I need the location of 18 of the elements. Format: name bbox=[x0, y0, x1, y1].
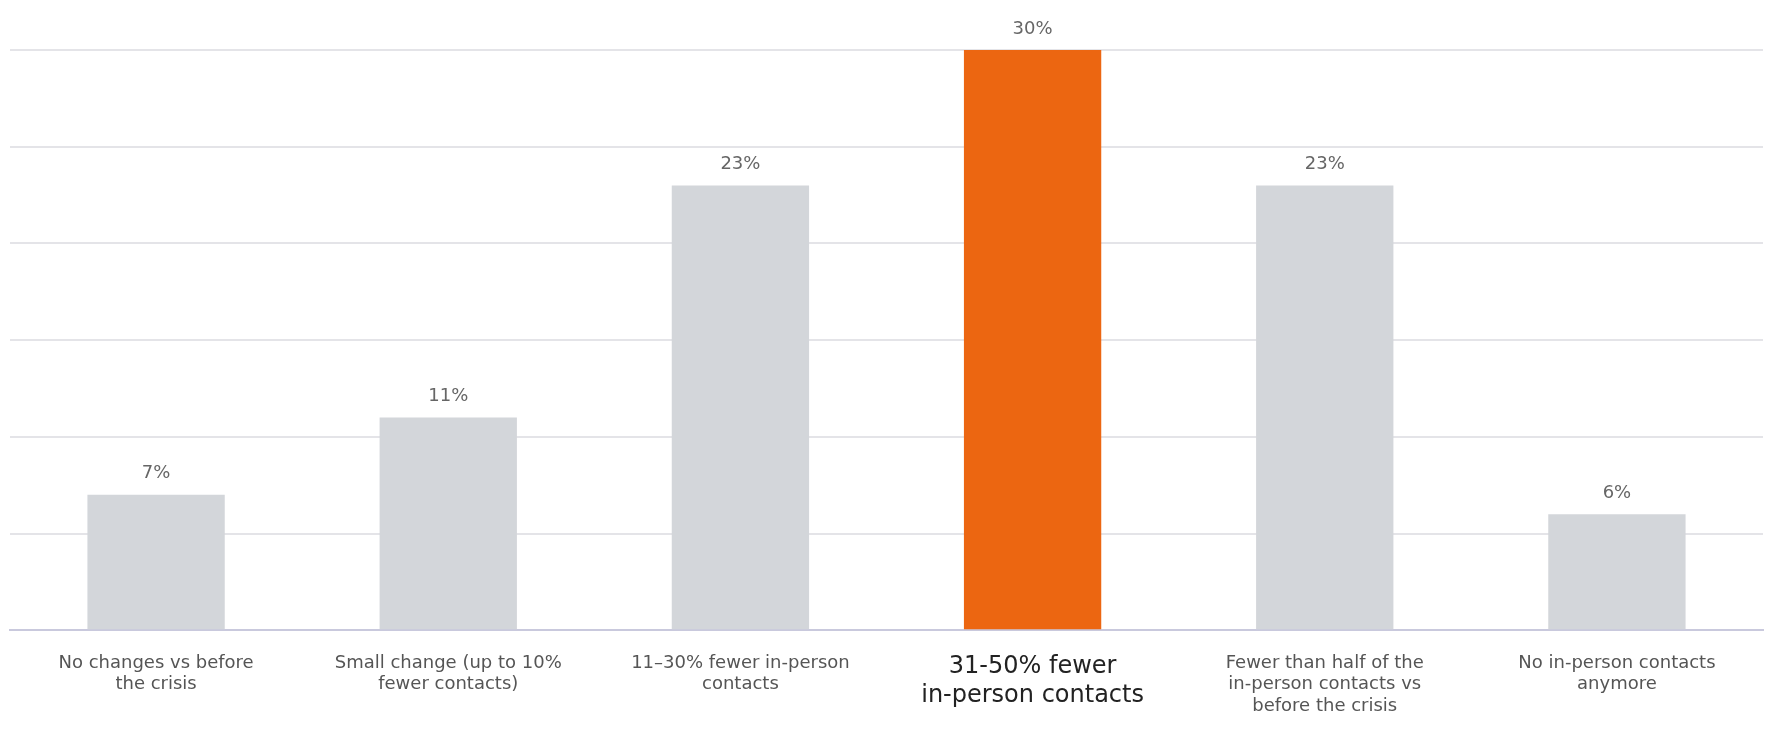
x-tick-label: No changes vs before the crisis bbox=[58, 650, 254, 694]
x-tick-label: Small change (up to 10% fewer contacts) bbox=[334, 650, 562, 694]
data-label: 7% bbox=[141, 461, 171, 483]
bar bbox=[1548, 514, 1686, 630]
x-tick-label: 11–30% fewer in-person contacts bbox=[631, 650, 850, 694]
data-label: 23% bbox=[1304, 152, 1345, 174]
x-tick-label: 31-50% fewer in-person contacts bbox=[921, 650, 1144, 708]
bar bbox=[1256, 185, 1394, 630]
data-label: 6% bbox=[1602, 480, 1632, 502]
data-label: 11% bbox=[428, 384, 469, 406]
bar bbox=[963, 50, 1102, 630]
bar bbox=[87, 494, 225, 630]
x-tick-label: No in-person contacts anymore bbox=[1518, 650, 1716, 694]
x-tick-label: Fewer than half of the in-person contacts vs before the crisis bbox=[1225, 650, 1424, 715]
bar bbox=[671, 185, 810, 630]
data-label: 30% bbox=[1012, 16, 1053, 38]
data-label: 23% bbox=[720, 152, 761, 174]
bar bbox=[379, 417, 517, 630]
